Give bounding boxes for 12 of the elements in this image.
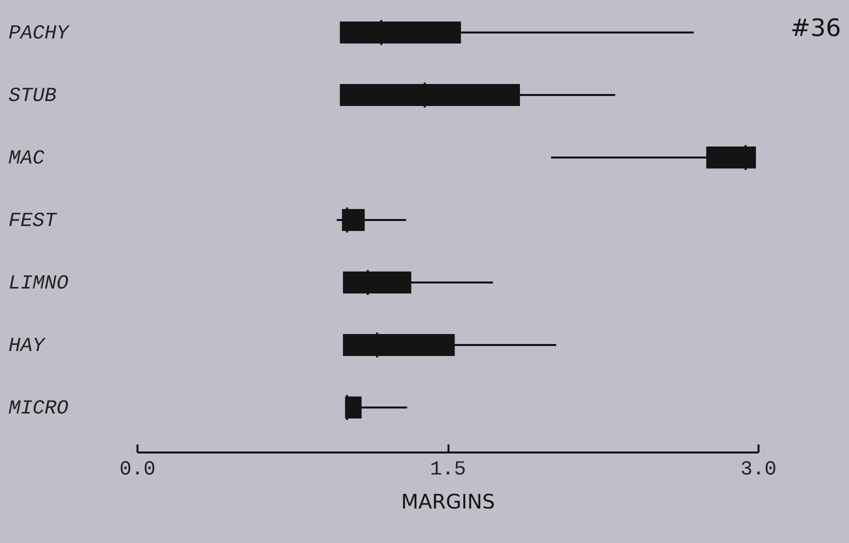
y-tick-label: LIMNO xyxy=(8,272,69,296)
x-tick-label: 1.5 xyxy=(430,458,466,482)
y-tick-label: FEST xyxy=(8,210,58,233)
y-tick-label: MICRO xyxy=(8,398,69,420)
x-axis-title: MARGINS xyxy=(401,490,495,514)
y-tick-label: PACHY xyxy=(8,22,71,46)
y-tick-label: STUB xyxy=(8,85,57,108)
x-tick-label: 0.0 xyxy=(119,458,156,482)
x-tick-label: 3.0 xyxy=(740,458,777,482)
y-tick-label: HAY xyxy=(8,335,47,358)
text: #36 xyxy=(790,14,841,42)
y-tick-label: MAC xyxy=(8,148,45,170)
